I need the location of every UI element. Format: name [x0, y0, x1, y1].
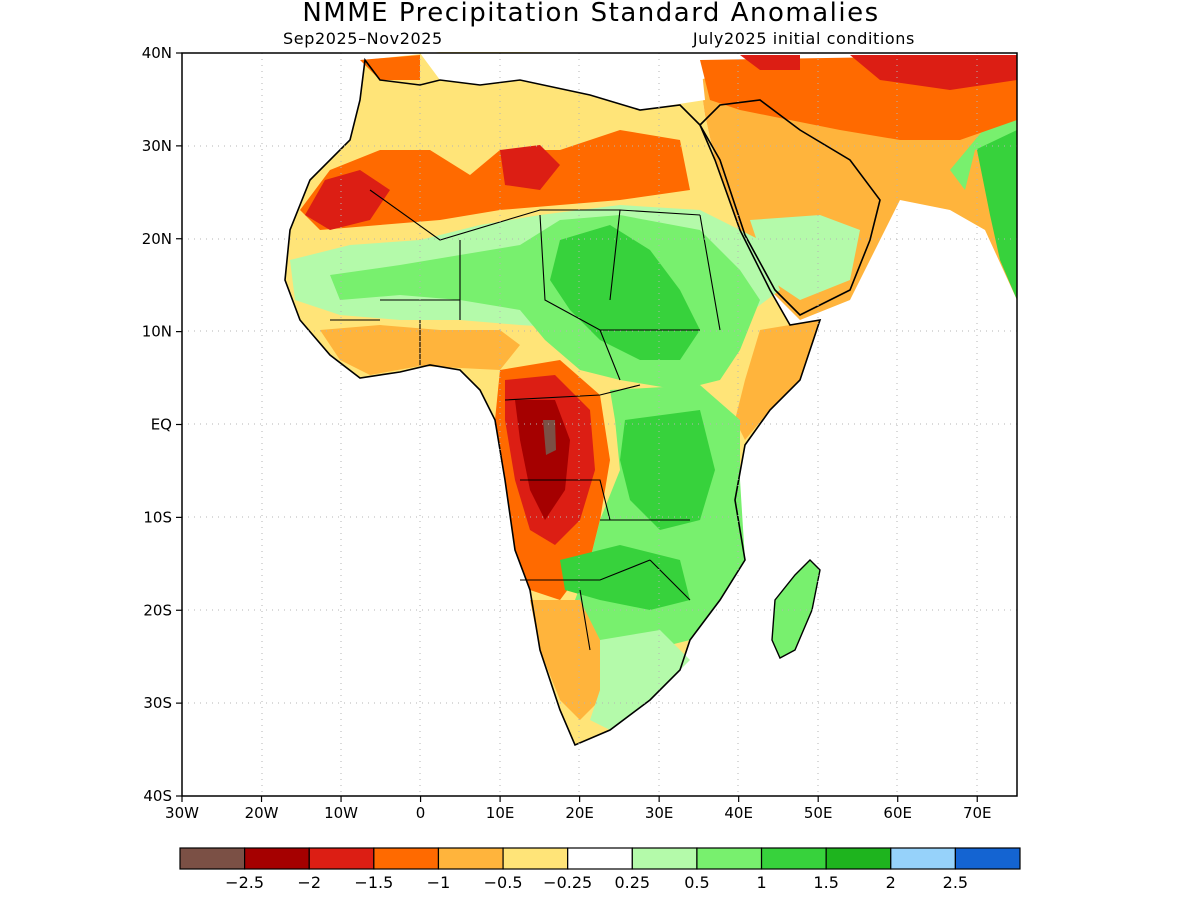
- africa-coastline: [284, 57, 822, 747]
- colorbar-swatch: [373, 847, 440, 870]
- sahara-dry-red-east: [500, 145, 560, 190]
- colorbar-label: 2.5: [943, 873, 968, 892]
- colorbar-label: 0.25: [614, 873, 650, 892]
- colorbar-label: 0.5: [684, 873, 709, 892]
- lon-tick-label: 50E: [804, 804, 833, 822]
- lon-tick-label: 70E: [963, 804, 992, 822]
- colorbar-label: −0.25: [543, 873, 592, 892]
- lon-tick-label: 30E: [645, 804, 674, 822]
- latitude-axis: 40N 30N 20N 10N EQ 10S 20S 30S 40S: [142, 44, 182, 805]
- central-sudan-green: [550, 225, 700, 360]
- colorbar-swatch: [308, 847, 375, 870]
- lon-tick-label: 0: [416, 804, 426, 822]
- arabia-green: [750, 215, 860, 300]
- colorbar-swatch: [760, 847, 827, 870]
- middle-east-red: [850, 55, 1017, 90]
- lon-tick-label: 20W: [245, 804, 279, 822]
- turkey-red: [740, 55, 800, 70]
- colorbar-label: −2.5: [225, 873, 264, 892]
- country-borders: [330, 189, 721, 651]
- colorbar-label: −2: [297, 873, 321, 892]
- colorbar-label: −0.5: [484, 873, 523, 892]
- colorbar-label: 2: [886, 873, 896, 892]
- colorbar-label: −1.5: [354, 873, 393, 892]
- lat-tick-label: EQ: [151, 416, 172, 434]
- lat-tick-label: 30S: [143, 694, 172, 712]
- arabia-coastline: [699, 99, 881, 316]
- south-africa-green: [590, 630, 690, 730]
- colorbar-swatch: [890, 847, 956, 870]
- lat-tick-label: 10N: [142, 323, 172, 341]
- lon-tick-label: 10W: [324, 804, 358, 822]
- figure-title: NMME Precipitation Standard Anomalies: [302, 0, 879, 28]
- great-lakes-green: [620, 410, 715, 530]
- initial-conditions-label: July2025 initial conditions: [692, 29, 915, 48]
- india-green-anomaly: [975, 110, 1017, 300]
- lon-tick-label: 60E: [883, 804, 912, 822]
- colorbar-swatch: [244, 847, 310, 870]
- lon-tick-label: 10E: [486, 804, 515, 822]
- colorbar-swatch: [954, 847, 1021, 870]
- colorbar: −2.5 −2 −1.5 −1 −0.5 −0.25 0.25 0.5 1 1.5 2 2.5: [179, 847, 1021, 892]
- lon-tick-label: 40E: [724, 804, 753, 822]
- colorbar-label: 1.5: [813, 873, 838, 892]
- colorbar-swatch: [179, 847, 246, 870]
- longitude-axis: 30W 20W 10W 0 10E 20E 30E 40E 50E 60E 70E: [165, 796, 992, 822]
- madagascar-land: [771, 559, 821, 659]
- colorbar-swatch: [696, 847, 763, 870]
- colorbar-swatch: [631, 847, 698, 870]
- map-plot-area: [181, 52, 1018, 797]
- lat-tick-label: 20N: [142, 230, 172, 248]
- lon-tick-label: 20E: [565, 804, 594, 822]
- colorbar-swatch: [825, 847, 892, 870]
- colorbar-label: −1: [427, 873, 451, 892]
- horn-of-africa-orange: [735, 320, 820, 440]
- mediterranean-sea: [420, 53, 705, 110]
- southern-africa-green: [560, 545, 690, 610]
- lat-tick-label: 40S: [143, 787, 172, 805]
- colorbar-swatch: [567, 847, 633, 870]
- sahara-dry-red: [305, 170, 390, 230]
- lat-tick-label: 10S: [143, 508, 172, 526]
- congo-brown: [543, 420, 556, 455]
- sahara-dry-orange: [300, 130, 690, 230]
- season-label: Sep2025–Nov2025: [283, 29, 443, 48]
- colorbar-swatch: [502, 847, 569, 870]
- congo-dark-red: [515, 400, 570, 520]
- lat-tick-label: 40N: [142, 44, 172, 62]
- lon-tick-label: 30W: [165, 804, 199, 822]
- colorbar-swatch: [437, 847, 504, 870]
- lat-tick-label: 20S: [143, 601, 172, 619]
- colorbar-label: 1: [756, 873, 766, 892]
- southern-africa-orange: [530, 600, 600, 720]
- lat-tick-label: 30N: [142, 137, 172, 155]
